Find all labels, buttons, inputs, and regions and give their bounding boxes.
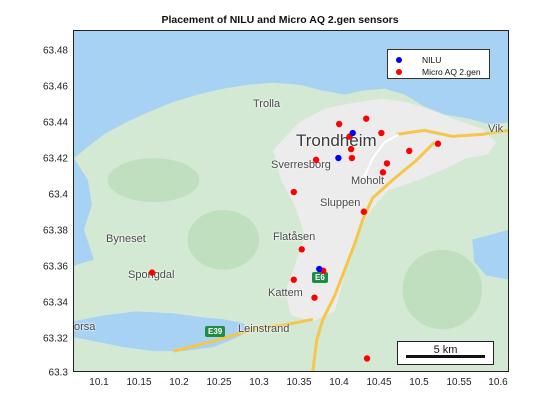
y-tick-label: 63.42	[42, 153, 68, 165]
micro-aq-2-gen-sensor-point	[379, 169, 387, 176]
y-tick-label: 63.3	[48, 367, 68, 379]
micro-aq-2-gen-sensor-point	[148, 269, 156, 276]
place-label-moholt: Moholt	[351, 175, 385, 187]
micro-aq-2-gen-sensor-point	[347, 145, 355, 153]
y-tick-label: 63.46	[42, 81, 68, 93]
nilu-sensor-point	[335, 154, 342, 162]
x-tick-label: 10.55	[446, 377, 472, 388]
micro-aq-2-gen-sensor-point	[363, 115, 370, 122]
place-label-kattem: Kattem	[268, 287, 303, 299]
e6-road	[311, 141, 436, 371]
e6-road-badge: E6	[312, 272, 328, 283]
x-tick-label: 10.35	[286, 377, 312, 388]
map-axes[interactable]: Trolla Trondheim Vik Sverresborg Moholt …	[73, 30, 509, 372]
y-tick-label: 63.44	[42, 117, 68, 129]
micro-aq-2-gen-sensor-point	[378, 129, 385, 137]
nilu-marker-icon	[396, 57, 402, 63]
micro-aq-2-gen-sensor-point	[335, 120, 343, 128]
forest-patch	[187, 209, 260, 270]
place-label-sluppen: Sluppen	[320, 197, 361, 209]
x-tick-label: 10.6	[488, 377, 508, 388]
e39-road	[173, 317, 314, 353]
forest-patch	[107, 158, 200, 202]
x-tick-label: 10.15	[126, 377, 152, 388]
micro-aq-2-gen-sensor-point	[383, 160, 391, 167]
place-label-trolla: Trolla	[253, 98, 281, 110]
y-tick-label: 63.36	[42, 261, 68, 273]
scale-bar-line	[406, 355, 485, 358]
place-label-vik: Vik	[488, 123, 504, 135]
micro-aq-2-gen-sensor-point	[348, 154, 356, 162]
y-tick-label: 63.32	[42, 333, 68, 345]
place-label-orsa: orsa	[74, 321, 96, 333]
place-label-leinstrand: Leinstrand	[238, 323, 290, 335]
legend-label-nilu: NILU	[422, 55, 442, 65]
micro-aq-2-gen-sensor-point	[290, 188, 297, 196]
legend-item-nilu: NILU	[396, 55, 441, 65]
microaq-marker-icon	[396, 69, 402, 75]
micro-aq-2-gen-sensor-point	[290, 276, 297, 283]
nilu-sensor-point	[316, 265, 323, 273]
place-label-trondheim: Trondheim	[296, 131, 377, 150]
place-label-byneset: Byneset	[106, 233, 146, 245]
micro-aq-2-gen-sensor-point	[434, 140, 442, 147]
y-tick-label: 63.4	[48, 189, 68, 201]
legend-label-microaq: Micro AQ 2.gen	[422, 67, 481, 77]
sensor-layer	[148, 115, 442, 362]
y-tick-label: 63.38	[42, 225, 68, 237]
west-water	[74, 158, 94, 266]
micro-aq-2-gen-sensor-point	[406, 147, 413, 155]
x-tick-label: 10.3	[249, 377, 269, 388]
map-background	[74, 31, 508, 371]
x-tick-label: 10.45	[366, 377, 392, 388]
micro-aq-2-gen-sensor-point	[363, 355, 371, 362]
place-label-flatasen: Flatåsen	[273, 231, 316, 243]
y-tick-label: 63.48	[42, 45, 68, 57]
urban-area	[273, 98, 497, 322]
local-road	[361, 133, 399, 181]
micro-aq-2-gen-sensor-point	[312, 156, 320, 164]
scale-bar: 5 km	[397, 341, 494, 365]
main-road	[396, 128, 508, 138]
x-tick-label: 10.2	[169, 377, 189, 388]
x-tick-label: 10.25	[206, 377, 232, 388]
x-tick-label: 10.5	[409, 377, 429, 388]
micro-aq-2-gen-sensor-point	[311, 294, 318, 301]
micro-aq-2-gen-sensor-point	[298, 246, 305, 253]
chart-title: Placement of NILU and Micro AQ 2.gen sen…	[161, 14, 399, 26]
x-tick-label: 10.4	[329, 377, 349, 388]
nilu-sensor-point	[349, 129, 356, 137]
legend: NILU Micro AQ 2.gen	[387, 49, 490, 79]
southwest-water	[74, 311, 250, 352]
forest-patch	[402, 249, 483, 330]
east-water	[472, 229, 508, 280]
e39-road-badge: E39	[205, 326, 226, 337]
scale-bar-label: 5 km	[433, 344, 458, 356]
x-tick-label: 10.1	[89, 377, 109, 388]
y-tick-label: 63.34	[42, 297, 68, 309]
micro-aq-2-gen-sensor-point	[360, 208, 368, 215]
legend-item-microaq: Micro AQ 2.gen	[396, 67, 481, 77]
